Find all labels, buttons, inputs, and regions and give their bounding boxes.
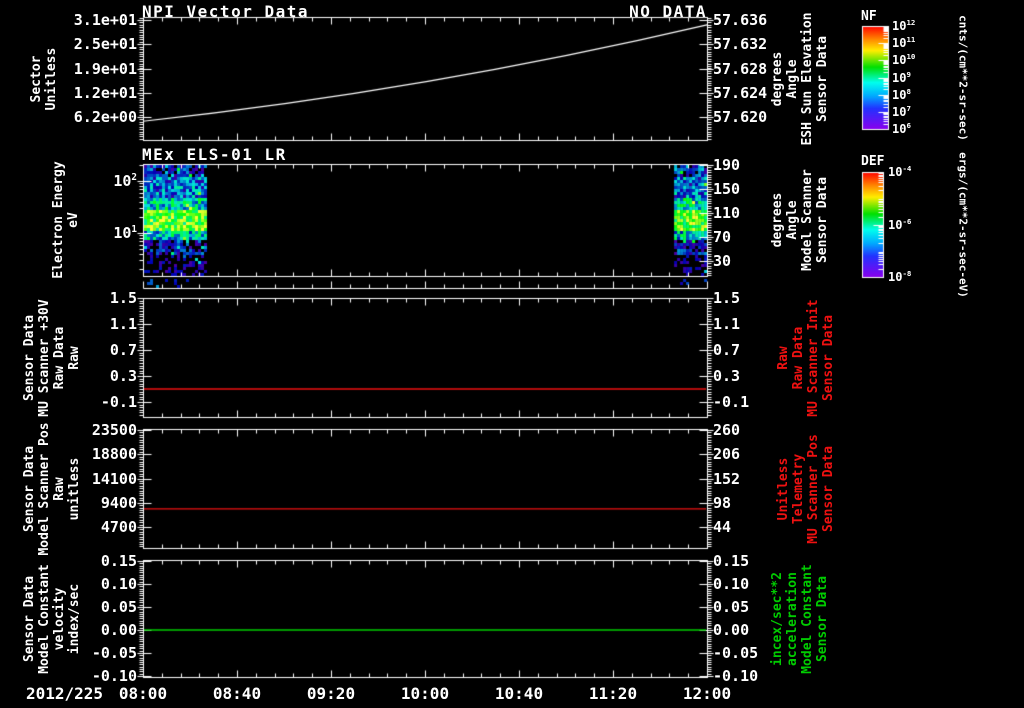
p1-left-axis-label: Sector Unitless (29, 47, 59, 110)
colorbar-nf-tick-label: 109 (892, 70, 911, 85)
p5-left-axis-label: Sensor Data Model Constant velocity index/s… (22, 563, 82, 674)
p4-right-tick-label: 98 (713, 494, 732, 512)
colorbar-def-unit-label: ergs/(cm**2-sr-sec-eV) (956, 151, 970, 298)
p2-right-tick-label: 110 (713, 204, 741, 222)
colorbar-nf-tick-label: 108 (892, 87, 911, 102)
p5-right-tick-label: -0.10 (713, 667, 759, 685)
p4-right-tick-label: 206 (713, 445, 741, 463)
p2-left-tick-label: 101 (113, 224, 137, 242)
x-axis-tick-label: 09:20 (306, 684, 356, 703)
p3-right-tick-label: -0.1 (713, 393, 750, 411)
p4-left-tick-label: 14100 (91, 470, 137, 488)
p3-right-tick-label: 0.7 (713, 341, 741, 359)
p5-left-tick-label: -0.10 (91, 667, 137, 685)
panel2-title: MEx ELS-01 LR (142, 145, 287, 164)
p4-left-tick-label: 23500 (91, 421, 137, 439)
p5-right-tick-label: 0.05 (713, 598, 750, 616)
p3-left-tick-label: 1.1 (109, 315, 137, 333)
panel1-right-title: NO DATA (629, 2, 707, 21)
p4-left-tick-label: 9400 (100, 494, 137, 512)
x-axis-tick-label: 11:20 (588, 684, 638, 703)
p1-right-tick-label: 57.628 (713, 60, 768, 78)
panel1-title: NPI Vector Data (142, 2, 309, 21)
p1-right-axis-label: degrees Angle ESH Sun Elevation Sensor Data (770, 11, 830, 146)
p3-left-tick-label: 0.7 (109, 341, 137, 359)
p1-right-tick-label: 57.636 (713, 11, 768, 29)
x-axis-tick-label: 10:40 (494, 684, 544, 703)
colorbar-def-tick-label: 10-8 (888, 269, 912, 284)
colorbar-nf-tick-label: 106 (892, 121, 911, 136)
p3-right-tick-label: 1.5 (713, 289, 741, 307)
x-axis-date-label: 2012/225 (26, 684, 104, 703)
p5-right-axis-label: incex/sec**2 acceleration Model Constant Se… (770, 563, 830, 674)
p2-right-tick-label: 70 (713, 228, 732, 246)
colorbar-nf-unit-label: cnts/(cm**2-sr-sec) (956, 14, 970, 141)
p2-right-tick-label: 190 (713, 156, 741, 174)
p5-right-tick-label: 0.00 (713, 621, 750, 639)
p1-right-tick-label: 57.620 (713, 108, 768, 126)
colorbar-def-title: DEF (861, 154, 885, 169)
x-axis-tick-label: 12:00 (682, 684, 732, 703)
p1-left-tick-label: 1.9e+01 (73, 60, 137, 78)
p3-left-tick-label: -0.1 (100, 393, 137, 411)
p1-right-tick-label: 57.624 (713, 84, 768, 102)
x-axis-tick-label: 08:00 (118, 684, 168, 703)
colorbar-nf-tick-label: 1012 (892, 18, 916, 33)
p3-right-tick-label: 1.1 (713, 315, 741, 333)
colorbar-nf-title: NF (861, 9, 877, 24)
colorbar-def-tick-label: 10-4 (888, 164, 912, 179)
p1-left-tick-label: 2.5e+01 (73, 35, 137, 53)
p4-right-tick-label: 260 (713, 421, 741, 439)
p5-left-tick-label: 0.00 (100, 621, 137, 639)
p1-left-tick-label: 3.1e+01 (73, 11, 137, 29)
x-axis-tick-label: 08:40 (212, 684, 262, 703)
p4-left-axis-label: Sensor Data Model Scanner Pos Raw unitless (22, 421, 82, 556)
p1-left-tick-label: 6.2e+00 (73, 108, 137, 126)
colorbar-def-tick-label: 10-6 (888, 217, 912, 232)
p5-left-tick-label: -0.05 (91, 644, 137, 662)
p3-left-tick-label: 1.5 (109, 289, 137, 307)
p2-right-tick-label: 150 (713, 180, 741, 198)
p2-left-axis-label: Electron Energy eV (51, 161, 81, 279)
colorbar-nf-tick-label: 1010 (892, 52, 916, 67)
x-axis-tick-label: 10:00 (400, 684, 450, 703)
p1-right-tick-label: 57.632 (713, 35, 768, 53)
p2-right-axis-label: degrees Angle Model Scanner Sensor Data (770, 169, 830, 271)
p4-left-tick-label: 18800 (91, 445, 137, 463)
colorbar-nf-tick-label: 107 (892, 104, 911, 119)
p5-right-tick-label: -0.05 (713, 644, 759, 662)
colorbar-nf-tick-label: 1011 (892, 35, 916, 50)
p3-left-tick-label: 0.3 (109, 367, 137, 385)
p4-right-axis-label: Unitless Telemetry MU Scanner Pos Sensor Da… (776, 433, 836, 544)
p4-right-tick-label: 44 (713, 518, 732, 536)
p1-left-tick-label: 1.2e+01 (73, 84, 137, 102)
p2-right-tick-label: 30 (713, 252, 732, 270)
p5-left-tick-label: 0.10 (100, 575, 137, 593)
p5-right-tick-label: 0.15 (713, 552, 750, 570)
p2-left-tick-label: 102 (113, 172, 137, 190)
p4-right-tick-label: 152 (713, 470, 741, 488)
p5-right-tick-label: 0.10 (713, 575, 750, 593)
p5-left-tick-label: 0.05 (100, 598, 137, 616)
p4-left-tick-label: 4700 (100, 518, 137, 536)
p3-left-axis-label: Sensor Data MU Scanner +30V Raw Data Raw (22, 298, 82, 417)
p3-right-axis-label: Raw Raw Data MU Scanner Init Sensor Data (776, 298, 836, 417)
p3-right-tick-label: 0.3 (713, 367, 741, 385)
p5-left-tick-label: 0.15 (100, 552, 137, 570)
